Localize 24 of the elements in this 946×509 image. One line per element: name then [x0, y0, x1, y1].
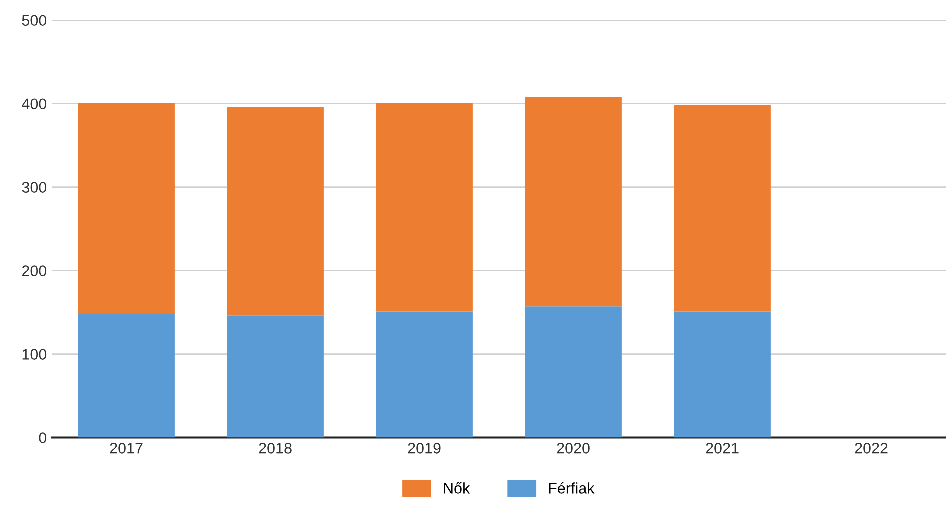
- bar: [227, 316, 324, 438]
- bar: [525, 306, 622, 438]
- bar: [525, 97, 622, 307]
- bar: [376, 103, 473, 312]
- bar: [674, 106, 771, 312]
- x-tick-label: 2020: [557, 443, 590, 454]
- bar: [78, 103, 175, 314]
- x-tick-label: 2022: [855, 443, 888, 454]
- bar: [674, 312, 771, 438]
- y-tick-label: 200: [22, 266, 47, 276]
- x-tick-label: 2019: [408, 443, 441, 454]
- y-tick-label: 100: [22, 349, 47, 360]
- x-tick-label: 2018: [259, 443, 292, 454]
- x-tick-label: 2021: [706, 443, 739, 454]
- x-tick-label: 2017: [110, 443, 143, 454]
- bar: [78, 314, 175, 438]
- legend-label: Férfiak: [549, 482, 595, 494]
- y-tick-label: 500: [22, 15, 47, 26]
- bar: [227, 107, 324, 316]
- y-tick-label: 300: [22, 182, 47, 193]
- y-tick-label: 400: [22, 98, 47, 110]
- bar: [376, 312, 473, 438]
- y-tick-label: 0: [39, 432, 47, 444]
- legend-label: Nők: [444, 482, 470, 494]
